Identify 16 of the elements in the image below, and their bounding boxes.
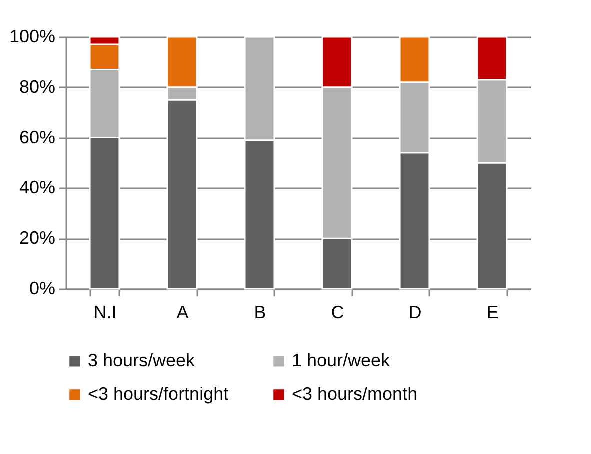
y-tick-label: 100% xyxy=(9,26,56,46)
x-tick-label: C xyxy=(331,302,344,322)
y-tick-label: 0% xyxy=(29,278,56,298)
legend-label: 3 hours/week xyxy=(88,350,196,370)
x-tick-label: B xyxy=(254,302,266,322)
y-tick-label: 80% xyxy=(19,76,56,97)
x-tick-label: E xyxy=(486,302,499,322)
x-tick-label: N.I xyxy=(94,302,117,322)
y-tick-label: 40% xyxy=(19,178,56,198)
legend-label: 1 hour/week xyxy=(292,350,392,370)
y-tick-label: 60% xyxy=(19,127,56,148)
legend-label: <3 hours/month xyxy=(292,384,418,404)
legend-label: <3 hours/fortnight xyxy=(88,384,229,404)
x-tick-label: A xyxy=(176,302,189,322)
x-tick-label: D xyxy=(408,302,422,322)
y-tick-label: 20% xyxy=(19,228,56,248)
